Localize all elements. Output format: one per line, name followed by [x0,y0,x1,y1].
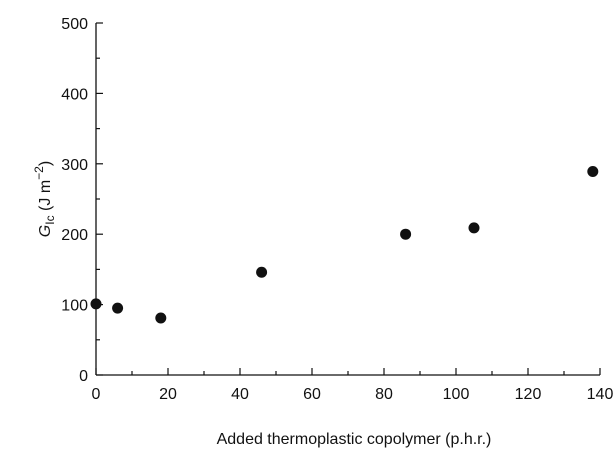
data-point [90,298,102,310]
y-axis-title: GIc (J m−2) [32,161,57,237]
data-point [256,266,268,278]
x-axis-title: Added thermoplastic copolymer (p.h.r.) [217,431,492,448]
x-tick-label: 60 [303,386,321,403]
axes [95,23,600,376]
x-tick-label: 100 [443,386,470,403]
data-point [468,222,480,234]
y-tick-label: 100 [61,298,88,315]
y-tick-label: 0 [79,368,88,385]
data-point [112,302,124,314]
data-point [155,312,167,324]
x-tick-label: 0 [92,386,101,403]
y-tick-label: 400 [61,86,88,103]
y-axis-subscript: Ic [43,215,57,224]
data-point [587,166,599,178]
y-tick-label: 300 [61,157,88,174]
y-axis-unit-open: (J m [37,180,54,216]
y-tick-label: 200 [61,227,88,244]
y-axis-unit-close: ) [37,161,54,166]
data-point [400,228,412,240]
x-axis-ticks: 0 20 40 60 80 100 120 140 [92,368,614,403]
y-tick-label: 500 [61,16,88,33]
x-tick-label: 80 [375,386,393,403]
data-points [90,166,599,324]
x-tick-label: 140 [587,386,614,403]
y-axis-superscript: −2 [32,166,46,180]
y-axis-ticks: 0 100 200 300 400 500 [61,16,103,385]
x-tick-label: 40 [231,386,249,403]
y-axis-symbol: G [37,225,54,237]
x-tick-label: 120 [515,386,542,403]
x-tick-label: 20 [159,386,177,403]
